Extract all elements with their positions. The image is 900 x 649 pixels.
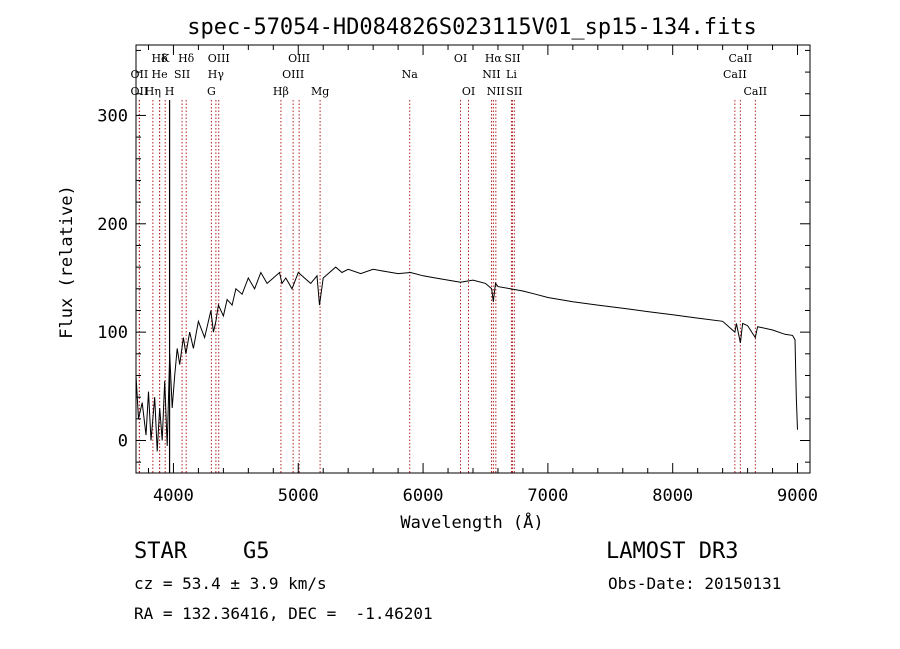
line-label: SII — [504, 52, 520, 65]
x-tick-label: 8000 — [652, 486, 693, 506]
x-axis-label: Wavelength (Å) — [400, 511, 543, 533]
x-tick-label: 7000 — [527, 486, 568, 506]
line-label: OII — [131, 68, 149, 81]
line-label: Li — [506, 68, 517, 81]
survey-label: LAMOST DR3 — [606, 539, 739, 564]
spectrum-chart: spec-57054-HD084826S023115V01_sp15-134.f… — [57, 15, 818, 533]
x-tick-label: 6000 — [403, 486, 444, 506]
obs-date-label: Obs-Date: 20150131 — [608, 574, 782, 593]
line-label: NII — [487, 85, 505, 98]
spectral-class-label: G5 — [243, 539, 270, 564]
line-label: Hη — [145, 85, 161, 98]
line-label: OI — [462, 85, 475, 98]
y-tick-label: 0 — [118, 431, 128, 451]
line-label: OIII — [208, 52, 230, 65]
coordinates-label: RA = 132.36416, DEC = -1.46201 — [134, 604, 433, 623]
line-label: CaII — [729, 52, 753, 65]
x-tick-label: 5000 — [278, 486, 319, 506]
line-label: OII — [131, 85, 149, 98]
line-label: SII — [174, 68, 190, 81]
line-label: Hδ — [151, 52, 168, 65]
line-label: OI — [454, 52, 467, 65]
x-tick-label: 4000 — [153, 486, 194, 506]
line-label: OIII — [288, 52, 310, 65]
line-label: Hα — [485, 52, 503, 65]
line-label: K — [161, 52, 170, 65]
redshift-label: cz = 53.4 ± 3.9 km/s — [134, 574, 327, 593]
line-label: OIII — [282, 68, 304, 81]
line-label: H — [165, 85, 175, 98]
object-type-label: STAR — [134, 539, 187, 564]
line-label: NII — [482, 68, 500, 81]
chart-title: spec-57054-HD084826S023115V01_sp15-134.f… — [187, 15, 757, 40]
y-tick-label: 300 — [97, 106, 128, 126]
plot-frame — [135, 44, 811, 474]
spectrum-line — [135, 266, 798, 452]
line-label: G — [207, 85, 216, 98]
line-label: Hβ — [273, 85, 289, 98]
line-label: Mg — [311, 85, 329, 98]
line-label: Na — [402, 68, 419, 81]
line-label: Hδ — [178, 52, 195, 65]
y-tick-label: 200 — [97, 215, 128, 235]
line-label: CaII — [743, 85, 767, 98]
line-label: SII — [506, 85, 522, 98]
x-tick-label: 9000 — [777, 486, 818, 506]
line-label: He — [152, 68, 168, 81]
y-axis-label: Flux (relative) — [57, 185, 77, 339]
line-label: Hγ — [208, 68, 225, 81]
line-label: CaII — [723, 68, 747, 81]
y-tick-label: 100 — [97, 323, 128, 343]
